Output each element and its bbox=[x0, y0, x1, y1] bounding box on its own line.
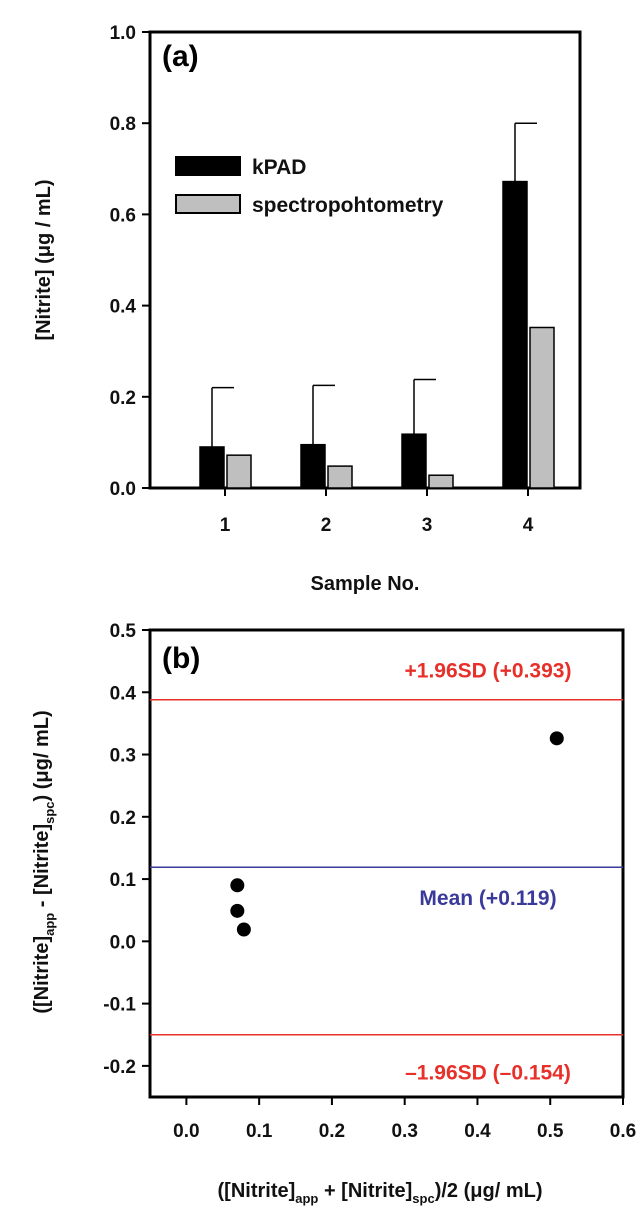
y-tick-label: 0.4 bbox=[110, 297, 137, 318]
bar-kpad-1 bbox=[199, 446, 225, 489]
data-point bbox=[230, 903, 245, 918]
y-tick-label: 1.0 bbox=[110, 23, 136, 44]
y-tick-label: 0.4 bbox=[110, 683, 137, 704]
y-tick-label: -0.1 bbox=[103, 995, 136, 1016]
plot-frame-b bbox=[148, 628, 625, 1099]
bar-kpad-4 bbox=[502, 180, 528, 489]
a-x-axis-title: Sample No. bbox=[311, 573, 420, 595]
data-point bbox=[236, 922, 251, 937]
panel-a-label: (a) bbox=[162, 40, 199, 73]
x-tick-label: 0.4 bbox=[464, 1121, 491, 1142]
x-tick-label: 3 bbox=[422, 515, 433, 536]
a-x-ticks: 1 2 3 4 bbox=[220, 488, 534, 536]
reference-line-label: Mean (+0.119) bbox=[419, 887, 556, 910]
y-tick-label: 0.3 bbox=[110, 746, 136, 767]
y-tick-label: 0.0 bbox=[110, 932, 136, 953]
b-points bbox=[230, 731, 564, 937]
y-tick-label: 0.0 bbox=[110, 479, 136, 500]
bar-kpad-3 bbox=[401, 433, 427, 489]
data-point bbox=[549, 731, 564, 746]
panel-a-bar-chart: (a) 0.0 0.2 0.4 0.6 0.8 1.0 1 2 3 4 kPAD spectro… bbox=[33, 23, 582, 595]
a-y-axis-title: [Nitrite] (μg / mL) bbox=[33, 179, 55, 340]
y-tick-label: 0.2 bbox=[110, 808, 136, 829]
bar-kpad-2 bbox=[300, 443, 326, 489]
b-x-axis-title: ([Nitrite]app + [Nitrite]spc)/2 (μg/ mL) bbox=[218, 1180, 543, 1206]
y-tick-label: 0.1 bbox=[110, 870, 137, 891]
x-tick-label: 0.2 bbox=[319, 1121, 345, 1142]
legend-label-spectro: spectropohtometry bbox=[252, 194, 444, 217]
y-tick-label: 0.8 bbox=[110, 114, 136, 135]
data-point bbox=[230, 878, 245, 893]
x-tick-label: 4 bbox=[523, 515, 534, 536]
reference-line-label: +1.96SD (+0.393) bbox=[405, 660, 572, 683]
bar-spectro-4 bbox=[529, 326, 555, 489]
bar-spectro-3 bbox=[428, 474, 454, 489]
x-tick-label: 0.1 bbox=[246, 1121, 273, 1142]
b-reference-lines: +1.96SD (+0.393) Mean (+0.119) –1.96SD (–0… bbox=[150, 660, 623, 1085]
panel-b-scatter-plot: (b) -0.2 -0.1 0.0 0.1 0.2 0.3 0.4 0.5 0.0 0.1 0.2… bbox=[31, 621, 636, 1206]
y-tick-label: 0.6 bbox=[110, 205, 136, 226]
b-x-ticks: 0.0 0.1 0.2 0.3 0.4 0.5 0.6 bbox=[173, 1097, 636, 1142]
x-tick-label: 0.3 bbox=[391, 1121, 417, 1142]
legend-label-kpad: kPAD bbox=[252, 156, 306, 179]
x-tick-label: 2 bbox=[321, 515, 332, 536]
legend: kPAD spectropohtometry bbox=[175, 156, 444, 217]
bar-spectro-1 bbox=[226, 454, 252, 489]
legend-swatch-kpad bbox=[175, 156, 241, 176]
a-y-ticks: 0.0 0.2 0.4 0.6 0.8 1.0 bbox=[110, 23, 150, 500]
x-tick-label: 0.0 bbox=[173, 1121, 199, 1142]
y-tick-label: 0.5 bbox=[110, 621, 137, 642]
bar-spectro-2 bbox=[327, 465, 353, 489]
x-tick-label: 0.6 bbox=[610, 1121, 636, 1142]
a-bars bbox=[199, 122, 555, 489]
legend-swatch-spectro bbox=[175, 194, 241, 214]
x-tick-label: 0.5 bbox=[537, 1121, 564, 1142]
panel-b-label: (b) bbox=[162, 642, 200, 675]
x-tick-label: 1 bbox=[220, 515, 231, 536]
b-y-axis-title: ([Nitrite]app - [Nitrite]spc) (μg/ mL) bbox=[31, 710, 57, 1013]
reference-line-label: –1.96SD (–0.154) bbox=[405, 1062, 571, 1085]
y-tick-label: -0.2 bbox=[103, 1057, 136, 1078]
plot-frame-a bbox=[148, 30, 582, 490]
y-tick-label: 0.2 bbox=[110, 388, 136, 409]
b-y-ticks: -0.2 -0.1 0.0 0.1 0.2 0.3 0.4 0.5 bbox=[103, 621, 150, 1078]
